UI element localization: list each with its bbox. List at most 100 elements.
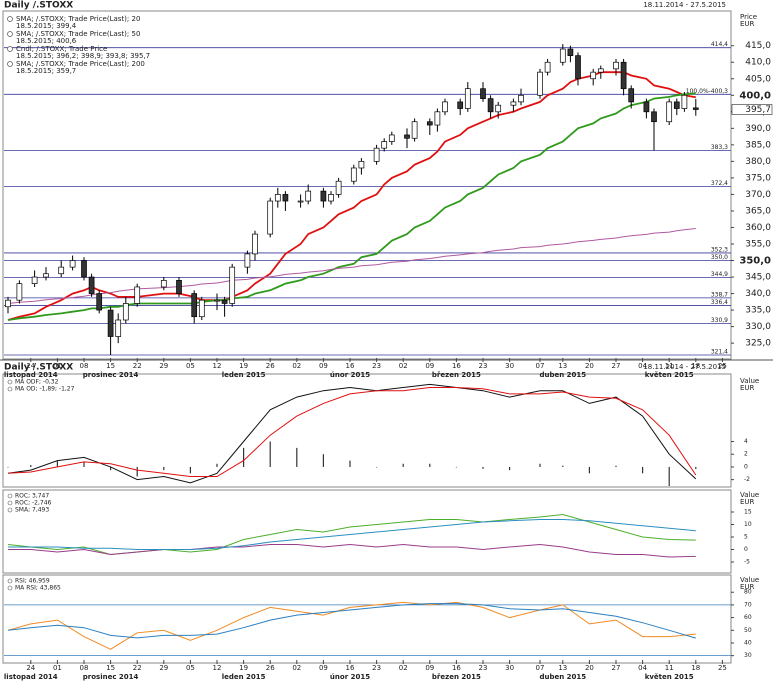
legend-icon <box>7 16 13 22</box>
level-label: 338,7 <box>711 291 728 298</box>
month-label: květen 2015 <box>645 673 694 681</box>
series-line <box>7 383 697 484</box>
x-tick-label: 04 <box>638 362 647 370</box>
candle-body <box>358 161 365 169</box>
x-tick-label: 13 <box>558 362 567 370</box>
legend-entry: MA RSI; 43,865 <box>15 585 61 592</box>
series-line <box>7 601 696 650</box>
legend-icon <box>7 493 13 499</box>
x-tick-label: 09 <box>425 664 434 672</box>
level-label: 336,4 <box>711 299 728 306</box>
x-tick-label: 26 <box>266 664 275 672</box>
histogram-bar <box>539 463 541 467</box>
axis-unit: EUR <box>740 384 755 392</box>
candle-body <box>160 279 167 288</box>
histogram-bar <box>30 465 32 467</box>
x-tick-label: 27 <box>612 362 621 370</box>
histogram-bar <box>668 466 670 486</box>
histogram-bar <box>56 460 58 467</box>
level-label: 350,0 <box>711 254 728 261</box>
candle-body <box>404 134 410 139</box>
month-label: květen 2015 <box>645 371 694 379</box>
histogram-bar <box>322 454 324 467</box>
candle-body <box>442 101 448 113</box>
candle-body <box>518 94 524 103</box>
candle-body <box>464 88 471 109</box>
y-tick-label: 365,0 <box>745 206 771 216</box>
level-label: 352,3 <box>711 246 728 253</box>
histogram-bar <box>136 466 138 477</box>
candle-body <box>457 101 464 109</box>
x-tick-label: 19 <box>239 664 248 672</box>
x-tick-label: 05 <box>186 362 195 370</box>
x-tick-label: 29 <box>159 664 168 672</box>
x-tick-label: 12 <box>213 664 222 672</box>
candle-body <box>666 101 673 123</box>
legend-icon <box>7 585 13 591</box>
legend-icon <box>7 507 13 513</box>
month-label: březen 2015 <box>432 371 481 379</box>
y-tick-label: 400,0 <box>739 90 771 101</box>
legend-icon <box>7 500 13 506</box>
axis-unit: EUR <box>740 20 755 28</box>
x-tick-label: 08 <box>80 362 89 370</box>
x-tick-label: 30 <box>505 664 514 672</box>
candle-body <box>31 276 38 284</box>
histogram-bar <box>376 466 378 468</box>
legend-entry: SMA; 7,493 <box>15 507 49 514</box>
x-tick-label: 04 <box>638 664 647 672</box>
candle-body <box>434 111 441 126</box>
x-tick-label: 26 <box>266 362 275 370</box>
legend-value: 18.5.2015; 359,7 <box>16 67 76 75</box>
x-tick-label: 02 <box>399 362 408 370</box>
x-tick-label: 25 <box>718 362 727 370</box>
x-tick-label: 29 <box>159 362 168 370</box>
x-tick-label: 23 <box>372 362 381 370</box>
candle-body <box>544 61 551 73</box>
y-tick-label: 415,0 <box>745 41 771 51</box>
legend-entry: SMA; /.STOXX; Trade Price(Last); 50 <box>16 30 140 38</box>
candle-body <box>426 121 433 126</box>
level-label: 383,3 <box>711 144 728 151</box>
candle-body <box>681 94 688 109</box>
y-tick-label: 80 <box>744 589 752 596</box>
month-label: únor 2015 <box>330 673 370 681</box>
series-line <box>7 71 696 321</box>
x-tick-label: 20 <box>585 664 594 672</box>
candle-body <box>69 260 76 268</box>
candle-body <box>81 260 87 278</box>
candle-body <box>510 101 517 106</box>
month-label: duben 2015 <box>539 371 586 379</box>
month-label: duben 2015 <box>539 673 586 681</box>
y-tick-label: 4 <box>744 438 748 445</box>
candle-body <box>692 107 699 110</box>
y-tick-label: 330,0 <box>745 322 771 332</box>
x-tick-label: 22 <box>133 664 142 672</box>
histogram-bar <box>7 466 9 468</box>
legend-entry: SMA; /.STOXX; Trade Price(Last); 200 <box>16 60 145 68</box>
histogram-bar <box>216 463 218 467</box>
y-tick-label: 370,0 <box>745 190 771 200</box>
x-tick-label: 23 <box>479 362 488 370</box>
month-label: březen 2015 <box>432 673 481 681</box>
histogram-bar <box>243 447 245 467</box>
candle-body <box>221 299 228 304</box>
axis-label: Value <box>740 377 759 385</box>
x-tick-label: 16 <box>346 664 355 672</box>
candle-body <box>96 293 103 311</box>
candle-body <box>107 309 114 337</box>
series-line <box>8 519 696 550</box>
histogram-bar <box>83 462 85 467</box>
x-tick-label: 27 <box>612 664 621 672</box>
candle-body <box>373 147 380 162</box>
legend-icon <box>7 46 13 52</box>
candle-body <box>305 190 312 202</box>
histogram-bar <box>588 466 590 474</box>
x-tick-label: 07 <box>536 664 545 672</box>
legend-entry: Cndl; /.STOXX; Trade Price <box>16 45 107 53</box>
y-tick-label: 50 <box>744 627 752 634</box>
legend-icon <box>7 578 13 584</box>
y-tick-label: 0 <box>744 546 748 553</box>
x-tick-label: 30 <box>505 362 514 370</box>
